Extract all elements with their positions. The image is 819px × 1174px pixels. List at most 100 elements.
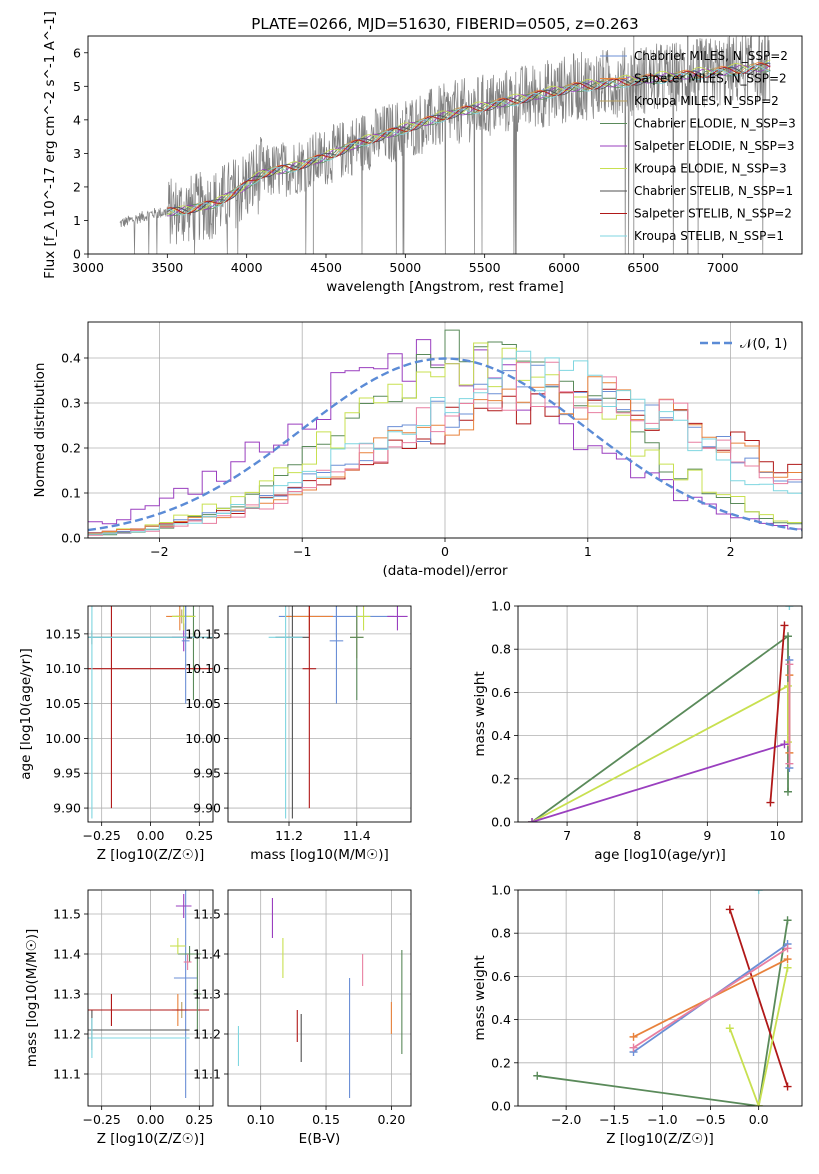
x-tick-label: −0.5: [695, 1112, 725, 1127]
plot-area: [268, 606, 408, 819]
x-tick-label: −2: [150, 544, 168, 559]
y-tick-label: 10.10: [185, 661, 221, 676]
normal-distribution-curve: [88, 357, 802, 532]
model-salpeter-elodie-line: [167, 64, 771, 217]
axes-overlay: −2.0 −1.5 −1.0 −0.5 0.0 0.0 0.2 0.4 0.6 0.8 1.0 Z […: [472, 883, 803, 1147]
weight-marker: [780, 621, 789, 630]
legend-label: Chabrier MILES, N_SSP=2: [634, 49, 788, 63]
axes-frame: [227, 889, 412, 1107]
mass-vs-metallicity-panel: −0.25 0.00 0.25 11.1 11.2 11.3 11.4 11.5 Z [log1…: [24, 889, 214, 1147]
x-tick-label: 0.15: [312, 1112, 340, 1127]
axes-frame: [517, 889, 803, 1107]
plot-area: [88, 890, 210, 1098]
mass-weight-vs-age-panel: 7 8 9 10 0.0 0.2 0.4 0.6 0.8 1.0 age [log10(age/yr…: [472, 599, 803, 863]
plot-area: [533, 890, 792, 1106]
x-axis-label: E(B-V): [299, 1131, 341, 1147]
histogram-pink-steps: [88, 361, 802, 536]
legend-label: 𝒩(0, 1): [740, 337, 787, 352]
x-tick-label: 3000: [72, 260, 104, 275]
legend-label: Kroupa ELODIE, N_SSP=3: [634, 162, 787, 176]
axes-frame: [517, 605, 803, 823]
axes-overlay: −0.25 0.00 0.25 9.90 9.95 10.00 10.05 10.10 10.1…: [18, 605, 214, 863]
histogram-kroupa-elodie-steps: [88, 342, 802, 535]
y-tick-label: 10.15: [185, 626, 221, 641]
y-tick-label: 0.2: [61, 441, 81, 456]
axes-overlay: 3000 3500 4000 4500 5000 5500 6000 6500 7000 0 1 2 3…: [42, 11, 803, 295]
y-tick-label: 10.00: [45, 731, 81, 746]
weight-chabrier-elodie-line: [537, 920, 789, 1106]
weight-salpeter-stelib-line: [728, 909, 789, 1087]
residuals-legend: 𝒩(0, 1): [700, 337, 787, 352]
y-tick-label: 1: [73, 213, 81, 228]
x-tick-label: 0.25: [185, 1112, 213, 1127]
y-tick-label: 9.95: [53, 766, 81, 781]
axes-overlay: 7 8 9 10 0.0 0.2 0.4 0.6 0.8 1.0 age [log10(age/yr…: [472, 599, 803, 863]
y-tick-label: 11.4: [193, 947, 221, 962]
age-vs-metallicity-panel: −0.25 0.00 0.25 9.90 9.95 10.00 10.05 10.10 10.1…: [18, 605, 214, 863]
y-tick-label: 0: [73, 247, 81, 262]
observed-spectrum-line: [119, 36, 771, 254]
weight-marker: [754, 1102, 763, 1106]
weight-marker: [783, 787, 792, 796]
x-tick-label: 5000: [389, 260, 421, 275]
y-tick-label: 1.0: [491, 883, 511, 898]
x-tick-label: 5500: [469, 260, 501, 275]
y-axis-label: mass [log10(M/M☉)]: [24, 929, 40, 1068]
x-tick-label: 7: [563, 828, 571, 843]
weight-marker: [783, 632, 792, 641]
y-tick-label: 11.2: [193, 1027, 221, 1042]
x-tick-label: 0.25: [185, 828, 213, 843]
x-tick-label: 7000: [707, 260, 739, 275]
model-salpeter-stelib-line: [167, 63, 771, 214]
y-tick-label: 6: [73, 45, 81, 60]
y-tick-label: 0.4: [491, 1012, 511, 1027]
axes-frame: [87, 35, 803, 255]
weight-marker: [783, 916, 792, 925]
histogram-kroupa-stelib-steps: [88, 350, 802, 535]
y-tick-label: 11.5: [53, 907, 81, 922]
legend-label: Chabrier ELODIE, N_SSP=3: [634, 117, 796, 131]
weight-marker: [783, 681, 792, 690]
y-tick-label: 3: [73, 146, 81, 161]
weight-marker: [783, 1082, 792, 1091]
y-tick-label: 9.90: [53, 801, 81, 816]
x-tick-label: 3500: [151, 260, 183, 275]
mass-weight-vs-metallicity-panel: −2.0 −1.5 −1.0 −0.5 0.0 0.0 0.2 0.4 0.6 0.8 1.0 Z […: [472, 883, 803, 1147]
y-tick-label: 0.1: [61, 486, 81, 501]
legend-label: Salpeter MILES, N_SSP=2: [634, 72, 787, 86]
y-tick-label: 9.90: [193, 801, 221, 816]
y-tick-label: 0.4: [61, 351, 81, 366]
x-tick-label: 6000: [548, 260, 580, 275]
legend-label: Kroupa STELIB, N_SSP=1: [634, 229, 784, 243]
x-tick-label: −0.25: [83, 828, 121, 843]
weight-pink-line: [633, 947, 789, 1049]
weight-marker: [725, 1024, 734, 1033]
axes-overlay: −2 −1 0 1 2 0.0 0.1 0.2 0.3 0.4 (data-model)/error…: [32, 321, 803, 579]
y-tick-label: 10.05: [185, 696, 221, 711]
x-tick-label: −0.25: [83, 1112, 121, 1127]
y-tick-label: 0.0: [61, 531, 81, 546]
plot-area: [88, 606, 213, 819]
x-tick-label: 1: [584, 544, 592, 559]
y-tick-label: 11.2: [53, 1027, 81, 1042]
figure-title: PLATE=0266, MJD=51630, FIBERID=0505, z=0…: [251, 15, 638, 33]
x-tick-label: 0.10: [247, 1112, 275, 1127]
y-tick-label: 0.8: [491, 642, 511, 657]
y-tick-label: 0.0: [491, 815, 511, 830]
y-tick-label: 0.2: [491, 1055, 511, 1070]
weight-marker: [629, 1043, 638, 1052]
x-tick-label: −1.5: [599, 1112, 629, 1127]
legend-label: Salpeter ELODIE, N_SSP=3: [634, 139, 795, 153]
x-tick-label: 0: [441, 544, 449, 559]
y-tick-label: 0.3: [61, 396, 81, 411]
x-tick-label: 6500: [627, 260, 659, 275]
x-tick-label: −1: [293, 544, 311, 559]
x-tick-label: 9: [703, 828, 711, 843]
weight-marker: [754, 890, 763, 894]
mass-vs-extinction-panel: 0.10 0.15 0.20 11.1 11.2 11.3 11.4 11.5 E(B-V): [193, 889, 412, 1147]
x-axis-label: Z [log10(Z/Z☉)]: [606, 1131, 714, 1147]
x-axis-label: (data-model)/error: [382, 563, 508, 579]
y-tick-label: 10.05: [45, 696, 81, 711]
x-axis-label: Z [log10(Z/Z☉)]: [97, 1131, 205, 1147]
y-axis-label: Normed distribution: [32, 363, 48, 498]
